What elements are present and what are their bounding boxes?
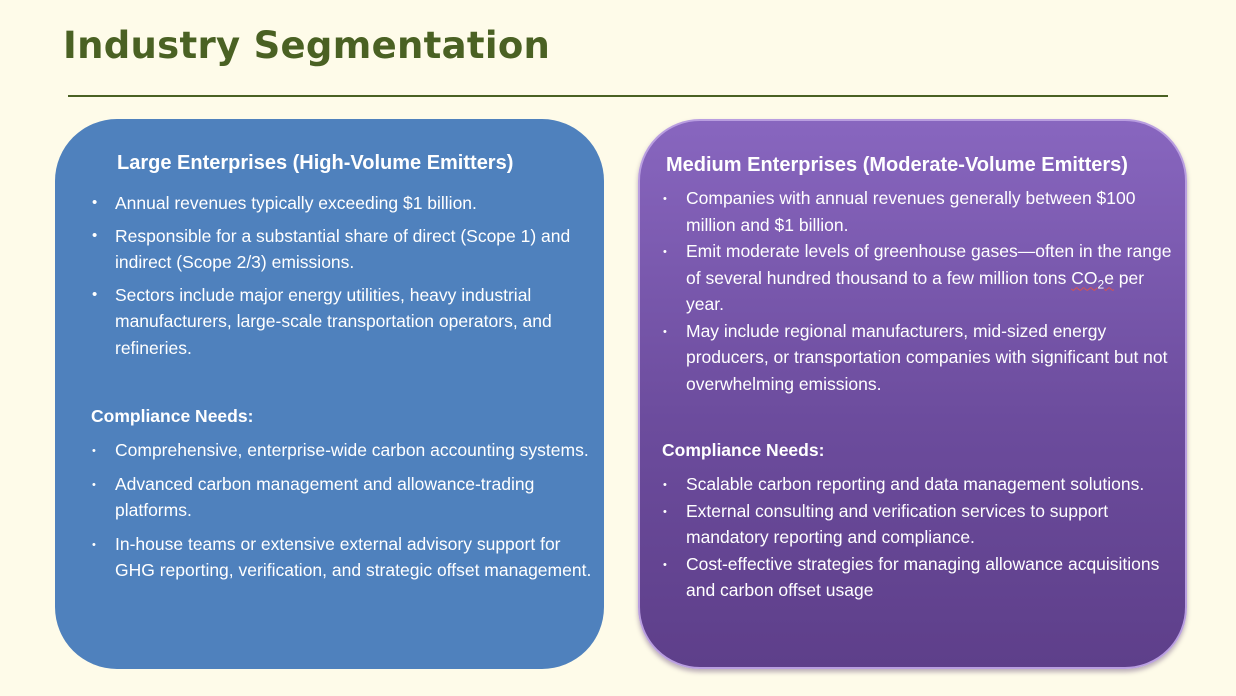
list-item-text: Emit moderate levels of greenhouse gases…: [686, 241, 1172, 288]
medium-enterprises-bullets: • Companies with annual revenues general…: [662, 185, 1181, 397]
bullet-icon: •: [92, 285, 98, 303]
list-item: • Annual revenues typically exceeding $1…: [91, 190, 600, 217]
list-item-text: May include regional manufacturers, mid-…: [686, 320, 1168, 394]
list-item-text: Sectors include major energy utilities, …: [115, 284, 552, 358]
list-item: • In-house teams or extensive external a…: [91, 531, 600, 584]
co2e-unit: CO2e: [1071, 267, 1114, 291]
bullet-icon: •: [92, 194, 98, 211]
list-item-text: In-house teams or extensive external adv…: [115, 533, 592, 581]
list-item-text: Responsible for a substantial share of d…: [115, 225, 571, 273]
large-enterprises-card: Large Enterprises (High-Volume Emitters)…: [55, 119, 604, 669]
bullet-icon: •: [92, 478, 96, 491]
large-enterprises-heading: Large Enterprises (High-Volume Emitters): [117, 152, 514, 174]
list-item: • Responsible for a substantial share of…: [91, 223, 600, 276]
medium-enterprises-card: Medium Enterprises (Moderate-Volume Emit…: [638, 119, 1187, 669]
large-compliance-label: Compliance Needs:: [91, 406, 254, 426]
list-item: • Emit moderate levels of greenhouse gas…: [662, 238, 1181, 318]
list-item: • Companies with annual revenues general…: [662, 185, 1181, 238]
list-item: • Advanced carbon management and allowan…: [91, 471, 600, 524]
list-item-text: Advanced carbon management and allowance…: [115, 473, 535, 521]
list-item-text: External consulting and verification ser…: [686, 500, 1109, 548]
bullet-icon: •: [663, 246, 667, 258]
title-divider: [68, 95, 1168, 97]
list-item: • Scalable carbon reporting and data man…: [662, 471, 1181, 498]
bullet-icon: •: [663, 193, 667, 205]
list-item-text: Companies with annual revenues generally…: [686, 188, 1136, 235]
bullet-icon: •: [663, 558, 667, 571]
large-enterprises-bullets: • Annual revenues typically exceeding $1…: [91, 190, 600, 361]
medium-enterprises-heading: Medium Enterprises (Moderate-Volume Emit…: [666, 154, 1128, 176]
list-item-text-tail: per year.: [686, 267, 1145, 315]
list-item-text: Cost-effective strategies for managing a…: [686, 553, 1160, 601]
list-item: • Sectors include major energy utilities…: [91, 282, 600, 362]
bullet-icon: •: [663, 325, 667, 338]
bullet-icon: •: [92, 445, 96, 457]
medium-compliance-bullets: • Scalable carbon reporting and data man…: [662, 471, 1181, 604]
bullet-icon: •: [663, 479, 667, 491]
list-item: • External consulting and verification s…: [662, 498, 1181, 551]
list-item: • May include regional manufacturers, mi…: [662, 318, 1181, 398]
bullet-icon: •: [663, 505, 667, 518]
list-item: • Comprehensive, enterprise-wide carbon …: [91, 437, 600, 464]
list-item: • Cost-effective strategies for managing…: [662, 551, 1181, 604]
large-compliance-bullets: • Comprehensive, enterprise-wide carbon …: [91, 437, 600, 584]
list-item-text: Annual revenues typically exceeding $1 b…: [115, 193, 477, 213]
list-item-text: Comprehensive, enterprise-wide carbon ac…: [115, 440, 589, 460]
list-item-text: Scalable carbon reporting and data manag…: [686, 474, 1145, 494]
bullet-icon: •: [92, 226, 98, 244]
bullet-icon: •: [92, 538, 96, 551]
medium-compliance-label: Compliance Needs:: [662, 440, 825, 460]
page-title: Industry Segmentation: [63, 24, 551, 67]
